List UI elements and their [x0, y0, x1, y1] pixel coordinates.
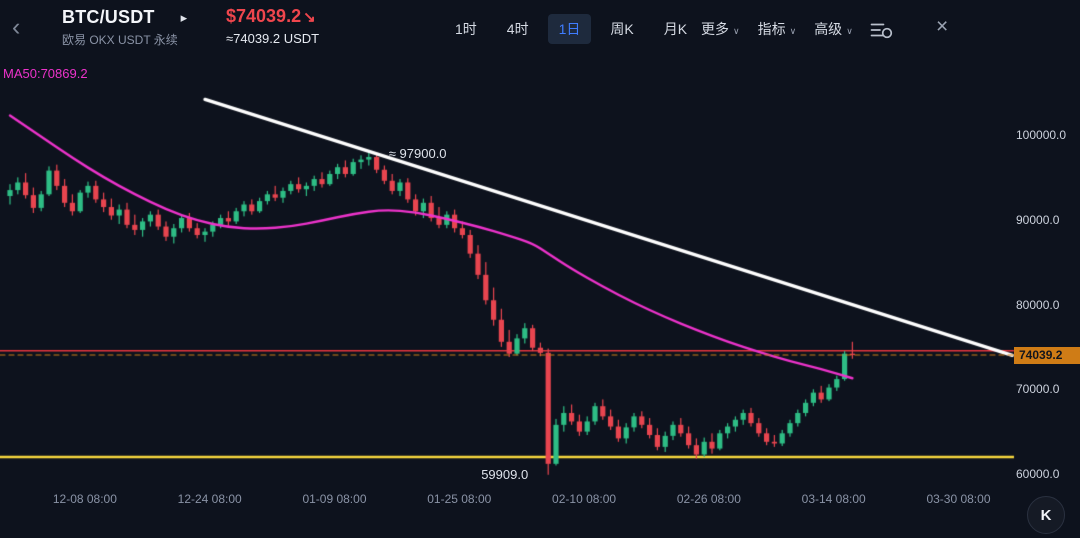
x-axis-label: 03-14 08:00 [801, 492, 866, 506]
tab-1h[interactable]: 1时 [455, 21, 477, 37]
y-axis-label: 80000.0 [1016, 297, 1060, 312]
last-price-value: $74039.2 [226, 6, 302, 26]
y-axis-label: 60000.0 [1016, 467, 1060, 481]
chart-header: ‹ BTC/USDT ▸ 欧易 OKX USDT 永续 $74039.2 ↘ ≈7… [0, 0, 1080, 58]
menu-more-label: 更多 [701, 21, 729, 37]
y-axis-label: 90000.0 [1016, 212, 1060, 227]
approx-price: ≈74039.2 USDT [226, 31, 320, 46]
chevron-down-icon: ∨ [733, 26, 740, 36]
price-annotation: ≈ 97900.0 [388, 145, 447, 161]
menu-advanced[interactable]: 高级 ∨ [814, 19, 853, 39]
price-down-arrow-icon: ↘ [303, 9, 316, 26]
tab-1m[interactable]: 月K [663, 21, 688, 37]
price-block: $74039.2 ↘ ≈74039.2 USDT [226, 6, 319, 46]
menu-advanced-label: 高级 [814, 21, 843, 37]
candlestick-chart[interactable] [0, 58, 1080, 538]
symbol-block[interactable]: BTC/USDT ▸ 欧易 OKX USDT 永续 [62, 7, 187, 48]
ma50-label: MA50:70869.2 [3, 66, 88, 81]
x-axis-label: 01-25 08:00 [427, 492, 492, 506]
menu-indicators-label: 指标 [757, 21, 786, 37]
x-axis-label: 12-24 08:00 [177, 492, 242, 506]
chevron-left-icon[interactable]: ‹ [12, 13, 21, 41]
last-price: $74039.2 ↘ [226, 6, 319, 27]
x-axis-label: 02-10 08:00 [552, 492, 617, 506]
chevron-right-icon[interactable]: ▸ [180, 9, 188, 25]
x-axis-label: 03-30 08:00 [926, 492, 991, 506]
chart-menus: 更多 ∨ 指标 ∨ 高级 ∨ [701, 19, 871, 39]
last-price-tag: 74039.2 [1014, 347, 1080, 365]
price-annotation: 59909.0 [481, 466, 529, 482]
menu-more[interactable]: 更多 ∨ [701, 19, 740, 39]
tab-1d[interactable]: 1日 [547, 14, 592, 44]
chart-settings-icon[interactable] [870, 21, 893, 40]
tab-1w[interactable]: 周K [610, 21, 634, 37]
timeframe-tabs: 1时 4时 1日 周K 月K [444, 14, 698, 44]
y-axis-label: 70000.0 [1016, 382, 1060, 397]
close-icon[interactable]: × [936, 15, 949, 38]
x-axis-label: 01-09 08:00 [302, 492, 367, 506]
chevron-down-icon: ∨ [789, 26, 797, 36]
chevron-down-icon: ∨ [846, 26, 853, 36]
symbol-title: BTC/USDT [62, 7, 155, 27]
x-axis-label: 02-26 08:00 [676, 492, 741, 506]
x-axis-label: 12-08 08:00 [52, 492, 117, 506]
menu-indicators[interactable]: 指标 ∨ [758, 19, 797, 39]
tab-4h[interactable]: 4时 [506, 21, 529, 37]
y-axis-label: 100000.0 [1016, 128, 1067, 142]
exchange-label: 欧易 OKX USDT 永续 [62, 33, 178, 47]
watermark-logo: K [1027, 496, 1065, 534]
